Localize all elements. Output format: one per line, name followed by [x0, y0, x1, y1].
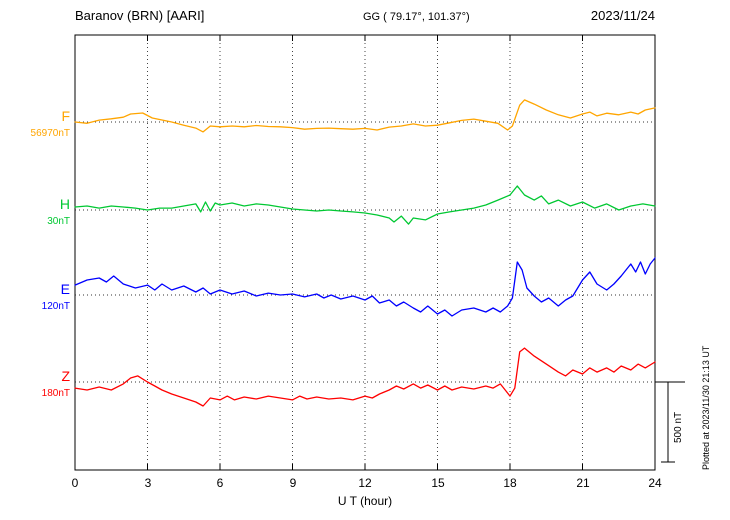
x-tick-label-15: 15	[431, 476, 445, 490]
x-tick-label-21: 21	[576, 476, 590, 490]
x-tick-label-12: 12	[358, 476, 372, 490]
series-label-f: F	[61, 108, 70, 124]
series-baseline-f: 56970nT	[30, 128, 70, 139]
gg-coordinates: GG ( 79.17°, 101.37°)	[363, 11, 470, 23]
x-axis-label: U T (hour)	[337, 494, 393, 508]
station-title: Baranov (BRN) [AARI]	[75, 8, 205, 23]
series-label-h: H	[59, 196, 70, 212]
series-baseline-z: 180nT	[41, 388, 70, 399]
plotted-at-note: Plotted at 2023/11/30 21:13 UT	[701, 345, 711, 470]
series-label-e: E	[60, 281, 70, 297]
series-baseline-h: 30nT	[47, 216, 70, 227]
x-tick-label-6: 6	[216, 476, 224, 490]
x-tick-label-24: 24	[648, 476, 662, 490]
x-tick-label-0: 0	[71, 476, 79, 490]
plot-date: 2023/11/24	[590, 8, 655, 23]
series-baseline-e: 120nT	[41, 301, 70, 312]
x-tick-label-3: 3	[144, 476, 152, 490]
x-tick-label-18: 18	[503, 476, 517, 490]
scale-bar-label: 500 nT	[673, 411, 684, 443]
series-label-z: Z	[61, 368, 70, 384]
x-tick-label-9: 9	[289, 476, 297, 490]
